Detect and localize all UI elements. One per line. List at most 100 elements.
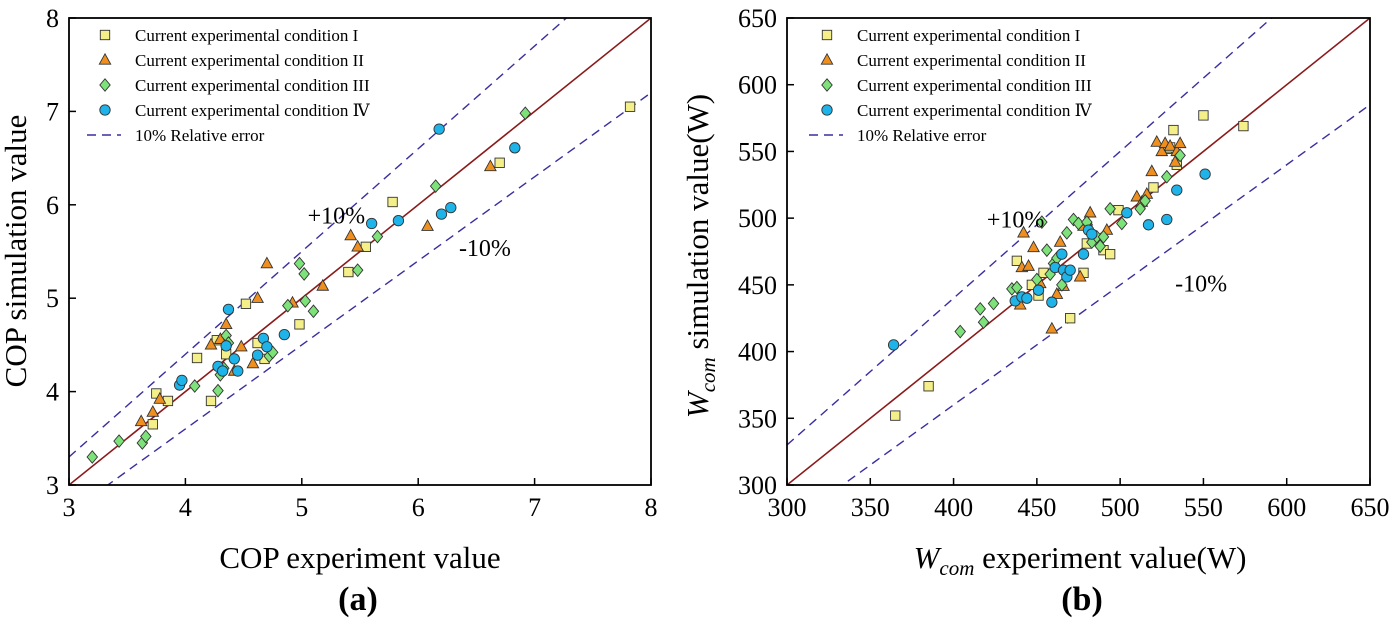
panel-b-series-3-point <box>1104 201 1116 216</box>
panel-b-legend-marker-3 <box>821 78 833 92</box>
panel-b-series-2-point <box>1022 259 1035 271</box>
panel-a-series-4-point <box>392 215 405 227</box>
panel-b-y-tick-label: 300 <box>738 471 777 500</box>
panel-a-series-4-point <box>222 303 235 316</box>
panel-a-series-1-point <box>294 319 305 330</box>
panel-b-series-2-point <box>1130 189 1144 202</box>
panel-b-reference-lines <box>787 18 1370 485</box>
panel-a-reference-lines <box>69 18 651 485</box>
panel-b-y-tick-label: 500 <box>738 204 777 233</box>
panel-a-series-4-point <box>251 349 264 361</box>
panel-a-legend-label-1: Current experimental condition I <box>135 26 359 45</box>
panel-b-series-1-point <box>1011 255 1023 266</box>
panel-a-minus10-label: -10% <box>459 236 511 262</box>
panel-b-series-4-point <box>1064 264 1076 276</box>
panel-b-x-tick-label: 600 <box>1267 493 1306 522</box>
panel-b-legend-label-4: Current experimental condition Ⅳ <box>857 101 1093 120</box>
panel-a-series-3-point <box>298 267 310 281</box>
panel-a-legend-label-4: Current experimental condition Ⅳ <box>135 101 371 120</box>
panel-b-series-4-point <box>1021 292 1033 304</box>
panel-b-minus10-label: -10% <box>1175 272 1227 298</box>
panel-a-legend-marker-1 <box>99 29 111 41</box>
panel-b-series-1-point <box>1065 313 1076 324</box>
panel-a-series-2-point <box>344 228 358 241</box>
panel-b-legend-label-2: Current experimental condition II <box>857 51 1086 70</box>
panel-a-series-2-point <box>251 291 265 303</box>
panel-b-series-1-point <box>890 410 901 421</box>
panel-b-series-3-point <box>1174 148 1186 163</box>
panel-b-series-4-point <box>1142 219 1155 231</box>
panel-b-frame <box>786 17 1371 486</box>
panel-b-series-4-point <box>1161 213 1173 226</box>
panel-b-series-4-point <box>887 339 900 351</box>
panel-b-y-tick-label: 550 <box>738 137 777 166</box>
panel-a-ticks: 3 4 5 6 7 8 3 4 5 6 7 8 <box>46 4 658 522</box>
panel-a-y-tick-label: 6 <box>46 191 59 220</box>
panel-a-y-tick-label: 3 <box>46 471 59 500</box>
panel-b-legend-label-1: Current experimental condition I <box>857 26 1081 45</box>
panel-a-legend-marker-3 <box>99 78 111 92</box>
panel-b-y-tick-label: 450 <box>738 271 777 300</box>
panel-a-y-tick-label: 5 <box>46 284 59 313</box>
panel-b-x-axis-label-symbol: W <box>914 540 943 575</box>
panel-a-series-4-point <box>216 365 229 377</box>
panel-b-series-2-point <box>1050 287 1064 299</box>
panel-b-x-tick-label: 500 <box>1101 493 1140 522</box>
panel-a-series-1-point <box>151 388 162 399</box>
panel-a: 3 4 5 6 7 8 3 4 5 6 7 8 Current experimental condit… <box>0 4 658 618</box>
panel-b-y-axis-label: Wcom simulation value(W) <box>680 94 720 418</box>
panel-a-series-1-point <box>191 352 203 364</box>
panel-b-series-4-point <box>1171 184 1183 196</box>
panel-a-series-3-point <box>282 298 294 313</box>
panel-b-x-tick-label: 550 <box>1184 493 1223 522</box>
panel-b-series-4-point <box>1056 248 1068 260</box>
panel-a-series-4-point <box>228 353 240 365</box>
panel-a-series-3-point <box>188 379 201 393</box>
panel-b-parity-line <box>787 18 1370 485</box>
panel-b-series-3-point <box>1061 225 1073 240</box>
panel-a-series-4-point <box>232 365 244 377</box>
panel-b-points <box>887 110 1249 421</box>
panel-a-series-2-point <box>219 317 233 330</box>
panel-a-series-4-point <box>435 208 448 220</box>
panel-b-series-3-point <box>1011 280 1023 295</box>
panel-a-series-4-point <box>278 328 290 341</box>
panel-a-x-tick-label: 4 <box>179 493 192 522</box>
panel-b-series-3-point <box>1139 193 1151 208</box>
panel-a-series-4-point <box>509 142 521 154</box>
panel-b-legend-label-3: Current experimental condition III <box>857 76 1092 95</box>
panel-b-series-4-point <box>1077 248 1090 260</box>
panel-b-legend-label-5: 10% Relative error <box>857 126 987 145</box>
panel-b-series-3-point <box>1097 229 1110 244</box>
panel-a-series-4-point <box>433 123 445 135</box>
panel-b-series-2-point <box>1017 225 1030 238</box>
panel-a-points <box>86 101 636 464</box>
panel-a-y-axis-label: COP simulation value <box>0 115 33 388</box>
panel-a-series-3-point <box>519 106 532 121</box>
panel-a-series-3-point <box>371 229 384 244</box>
panel-b-y-axis-label-text: simulation value(W) <box>680 94 715 357</box>
panel-a-y-tick-label: 8 <box>46 4 59 33</box>
panel-a-series-1-point <box>387 196 398 208</box>
panel-b-series-1-point <box>1148 182 1159 193</box>
panel-a-x-axis-label: COP experiment value <box>219 540 500 575</box>
panel-b-legend-marker-4 <box>821 104 833 116</box>
panel-b-series-2-point <box>1073 269 1087 282</box>
panel-b-x-tick-label: 650 <box>1351 493 1390 522</box>
panel-b-x-tick-label: 350 <box>851 493 890 522</box>
panel-b-series-3-point <box>987 296 1000 311</box>
panel-b-series-4-point <box>1032 284 1045 296</box>
panel-b-y-axis-label-symbol: W <box>680 389 715 418</box>
panel-a-legend-label-5: 10% Relative error <box>135 126 265 145</box>
panel-b-series-3-point <box>974 301 987 316</box>
panel-a-series-2-point <box>421 219 434 231</box>
panel-b-series-2-point <box>1150 134 1164 147</box>
panel-b-plus10-label: +10% <box>987 207 1045 233</box>
panel-b-legend-marker-2 <box>820 52 834 65</box>
panel-a-label: (a) <box>338 581 378 618</box>
panel-a-series-2-point <box>246 356 260 369</box>
panel-a-plus10-line <box>69 18 568 458</box>
panel-a-series-4-point <box>445 201 457 214</box>
panel-a-x-tick-label: 7 <box>528 493 541 522</box>
